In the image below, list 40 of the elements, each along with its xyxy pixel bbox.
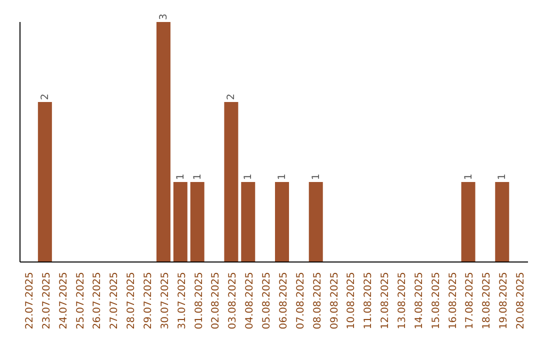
x-tick-label: 17.08.2025 bbox=[464, 272, 476, 330]
x-tick-label: 10.08.2025 bbox=[346, 272, 358, 330]
data-label: 2 bbox=[40, 94, 51, 100]
x-tick-label: 09.08.2025 bbox=[329, 272, 340, 330]
data-label: 1 bbox=[243, 174, 254, 180]
data-label: 1 bbox=[497, 174, 508, 180]
x-tick-label: 24.07.2025 bbox=[58, 272, 70, 330]
data-label: 2 bbox=[226, 94, 238, 100]
x-tick-label: 06.08.2025 bbox=[278, 272, 290, 330]
x-tick-label: 20.08.2025 bbox=[516, 272, 527, 330]
x-tick-label: 25.07.2025 bbox=[75, 272, 86, 330]
x-tick-label: 12.08.2025 bbox=[380, 272, 392, 330]
x-tick-label: 22.07.2025 bbox=[24, 272, 36, 330]
x-tick-label: 05.08.2025 bbox=[262, 272, 273, 330]
x-tick-label: 14.08.2025 bbox=[414, 272, 425, 330]
x-tick-label: 23.07.2025 bbox=[41, 272, 52, 330]
data-label: 3 bbox=[158, 14, 170, 20]
x-tick-label: 04.08.2025 bbox=[244, 272, 256, 330]
data-label: 1 bbox=[277, 174, 288, 180]
x-tick-label: 28.07.2025 bbox=[126, 272, 138, 330]
data-label: 1 bbox=[310, 174, 322, 180]
data-label: 1 bbox=[192, 174, 204, 180]
x-tick-label: 11.08.2025 bbox=[363, 272, 374, 330]
x-tick-label: 02.08.2025 bbox=[210, 272, 222, 330]
x-tick-label: 01.08.2025 bbox=[194, 272, 205, 330]
x-tick-label: 03.08.2025 bbox=[228, 272, 239, 330]
data-label: 1 bbox=[463, 174, 474, 180]
x-tick-label: 13.08.2025 bbox=[397, 272, 408, 330]
x-tick-label: 18.08.2025 bbox=[482, 272, 493, 330]
x-tick-label: 30.07.2025 bbox=[160, 272, 171, 330]
x-tick-label: 16.08.2025 bbox=[448, 272, 459, 330]
x-tick-label: 08.08.2025 bbox=[312, 272, 324, 330]
x-tick-label: 19.08.2025 bbox=[498, 272, 510, 330]
x-tick-label: 07.08.2025 bbox=[295, 272, 306, 330]
data-label: 1 bbox=[175, 174, 186, 180]
x-tick-label: 27.07.2025 bbox=[109, 272, 120, 330]
x-tick-label: 15.08.2025 bbox=[430, 272, 442, 330]
x-tick-label: 26.07.2025 bbox=[92, 272, 104, 330]
x-tick-label: 31.07.2025 bbox=[176, 272, 188, 330]
x-tick-label: 29.07.2025 bbox=[143, 272, 154, 330]
